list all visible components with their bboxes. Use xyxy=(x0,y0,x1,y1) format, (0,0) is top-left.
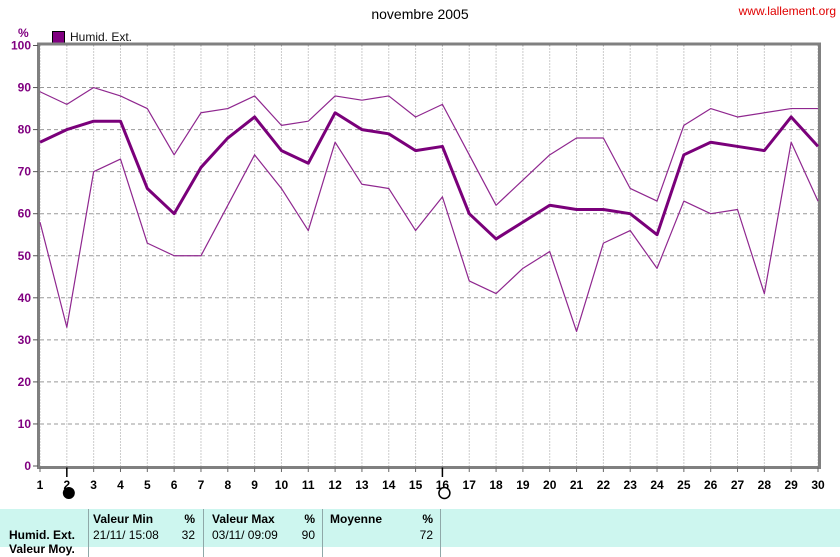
x-axis-label: 2 xyxy=(63,478,70,492)
x-axis-label: 10 xyxy=(275,478,289,492)
col-header-valeur-min: Valeur Min xyxy=(93,512,154,526)
x-axis-label: 6 xyxy=(171,478,178,492)
x-axis-label: 17 xyxy=(463,478,477,492)
x-axis-label: 8 xyxy=(224,478,231,492)
col-header-valeur-max: Valeur Max xyxy=(212,512,275,526)
x-axis-label: 4 xyxy=(117,478,124,492)
col-unit: % xyxy=(422,512,433,526)
max-value: 90 xyxy=(301,528,315,542)
x-axis-label: 23 xyxy=(624,478,638,492)
x-axis-label: 5 xyxy=(144,478,151,492)
chart-legend: Humid. Ext. xyxy=(52,30,132,44)
col-header-moyenne: Moyenne xyxy=(330,512,383,526)
y-axis-label: 0 xyxy=(24,459,31,473)
col-unit: % xyxy=(184,512,195,526)
row-label: Humid. Ext. xyxy=(9,528,76,542)
x-axis-label: 30 xyxy=(811,478,825,492)
mean-value: 72 xyxy=(419,528,433,542)
plot-border xyxy=(37,42,821,469)
col-unit: % xyxy=(304,512,315,526)
min-series-line xyxy=(39,141,819,333)
min-timestamp: 21/11/ 15:08 xyxy=(93,528,159,542)
x-axis-label: 20 xyxy=(543,478,557,492)
mean-series-line xyxy=(39,111,820,241)
y-axis-label: 70 xyxy=(18,165,32,179)
x-axis-label: 26 xyxy=(704,478,718,492)
summary-table: Valeur Min % Valeur Max % Moyenne % Humi… xyxy=(0,509,840,557)
page-title: novembre 2005 xyxy=(371,6,469,22)
legend-label: Humid. Ext. xyxy=(70,30,133,44)
x-axis-label: 12 xyxy=(328,478,342,492)
x-axis-label: 28 xyxy=(758,478,772,492)
website-link[interactable]: www.lallement.org xyxy=(738,4,836,18)
y-axis-label: 80 xyxy=(18,123,32,137)
x-axis-label: 18 xyxy=(489,478,503,492)
table-separator xyxy=(88,509,89,557)
x-axis-label: 19 xyxy=(516,478,530,492)
y-axis-label: 60 xyxy=(18,207,32,221)
x-axis-label: 24 xyxy=(650,478,664,492)
y-axis-label: 50 xyxy=(18,249,32,263)
x-axis-label: 13 xyxy=(355,478,369,492)
table-separator xyxy=(322,509,323,557)
next-row-label: Valeur Moy. xyxy=(9,542,75,556)
y-axis-label: 30 xyxy=(18,333,32,347)
x-axis-label: 3 xyxy=(90,478,97,492)
x-axis-label: 7 xyxy=(198,478,205,492)
x-axis-label: 25 xyxy=(677,478,691,492)
x-axis-label: 11 xyxy=(302,478,315,492)
x-axis-label: 9 xyxy=(251,478,258,492)
y-axis-unit-label: % xyxy=(18,26,29,40)
x-axis-label: 14 xyxy=(382,478,396,492)
table-separator xyxy=(440,509,441,557)
max-timestamp: 03/11/ 09:09 xyxy=(212,528,278,542)
y-axis-label: 10 xyxy=(18,417,32,431)
max-series-line xyxy=(39,86,818,206)
y-axis-label: 20 xyxy=(18,375,32,389)
y-axis-label: 40 xyxy=(18,291,32,305)
x-axis-label: 15 xyxy=(409,478,423,492)
min-value: 32 xyxy=(181,528,195,542)
x-axis-label: 1 xyxy=(37,478,44,492)
x-axis-label: 22 xyxy=(597,478,611,492)
x-axis-label: 27 xyxy=(731,478,745,492)
x-axis-label: 29 xyxy=(784,478,798,492)
new-moon-marker xyxy=(62,487,75,499)
y-axis-label: 90 xyxy=(18,81,32,95)
full-moon-marker xyxy=(438,486,451,500)
table-separator xyxy=(203,509,204,557)
y-axis-label: 100 xyxy=(11,39,31,53)
x-axis-label: 21 xyxy=(570,478,584,492)
